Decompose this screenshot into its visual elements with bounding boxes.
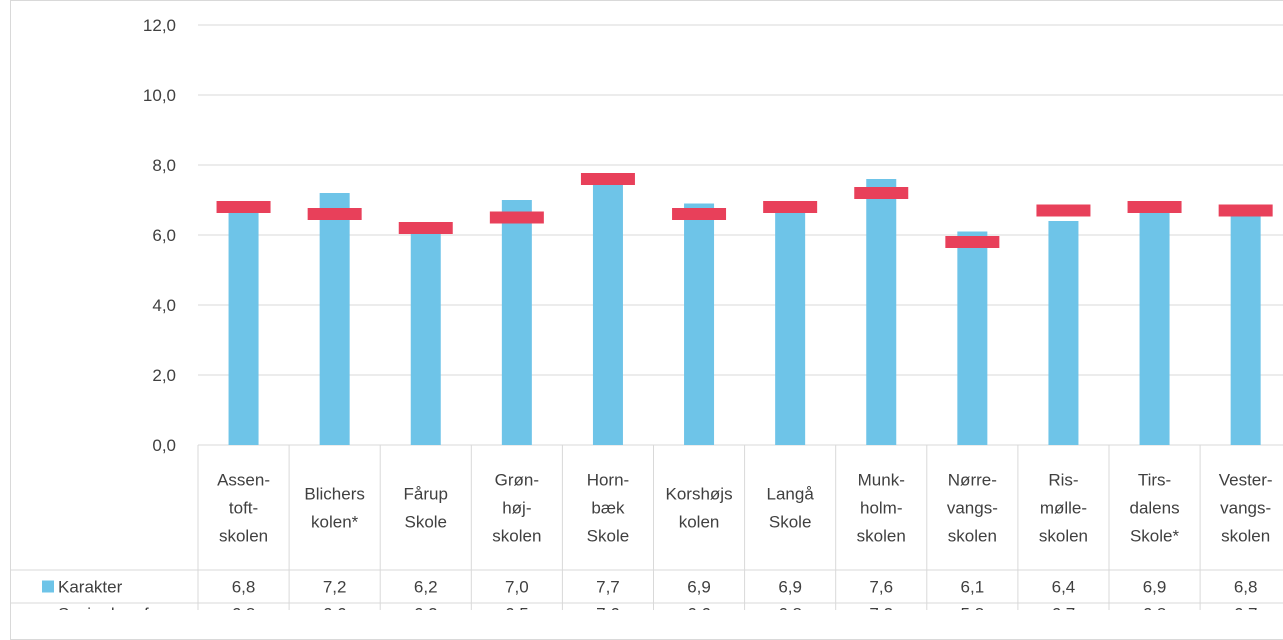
x-tick-label: bæk (591, 499, 625, 518)
legend-label: Karakter (58, 578, 123, 597)
data-label: 6,5 (505, 605, 529, 611)
data-label: 7,6 (869, 578, 893, 597)
data-label: 6,7 (1052, 605, 1076, 611)
reference-marker (672, 208, 727, 220)
x-tick-label: Skole (404, 513, 447, 532)
data-label: 7,6 (596, 605, 620, 611)
data-label: 7,7 (596, 578, 620, 597)
y-tick-label: 2,0 (152, 366, 176, 385)
y-tick-label: 6,0 (152, 226, 176, 245)
reference-marker (580, 173, 635, 185)
bar (319, 193, 350, 445)
x-tick-label: kolen (679, 513, 720, 532)
reference-marker (1036, 204, 1091, 217)
x-tick-label: skolen (1221, 527, 1270, 546)
bar (1048, 221, 1079, 445)
y-tick-label: 10,0 (143, 86, 176, 105)
y-tick-label: 8,0 (152, 156, 176, 175)
x-tick-label: Nørre- (948, 471, 997, 490)
x-tick-label: Skole (769, 513, 812, 532)
reference-marker (216, 201, 271, 213)
data-label: 6,9 (1143, 578, 1167, 597)
data-label: 7,2 (323, 578, 347, 597)
x-tick-label: kolen* (311, 513, 359, 532)
x-tick-label: skolen (492, 527, 541, 546)
legend-label: Socioøk. ref. (58, 605, 153, 611)
bar (501, 200, 532, 445)
chart: 0,0 2,0 4,0 6,0 8,0 10,0 12,0 Assen-toft-skolen… (10, 16, 1283, 611)
x-tick-label: høj- (502, 499, 531, 518)
data-label: 6,8 (1143, 605, 1167, 611)
reference-marker (489, 211, 544, 224)
x-tick-label: dalens (1129, 499, 1179, 518)
x-tick-label: mølle- (1040, 499, 1087, 518)
x-tick-label: vangs- (1220, 499, 1271, 518)
data-label: 7,0 (505, 578, 529, 597)
x-tick-label: Munk- (858, 471, 905, 490)
x-tick-label: Fårup (404, 485, 448, 504)
reference-marker (398, 222, 453, 234)
data-label: 6,6 (687, 605, 711, 611)
data-label: 6,8 (1234, 578, 1258, 597)
x-tick-label: skolen (857, 527, 906, 546)
data-label: 7,2 (869, 605, 893, 611)
y-tick-label: 12,0 (143, 16, 176, 35)
bar (410, 228, 441, 445)
y-tick-label: 0,0 (152, 436, 176, 455)
bar (957, 231, 988, 445)
bar (592, 175, 623, 445)
x-tick-label: Skole (587, 527, 630, 546)
reference-marker (307, 208, 362, 220)
data-label: 6,9 (687, 578, 711, 597)
legend-key-bar (42, 580, 54, 593)
data-label: 6,8 (778, 605, 802, 611)
x-tick-label: holm- (860, 499, 903, 518)
x-tick-label: vangs- (947, 499, 998, 518)
x-tick-label: skolen (219, 527, 268, 546)
x-tick-label: toft- (229, 499, 258, 518)
data-label: 6,9 (778, 578, 802, 597)
data-label: 6,7 (1234, 605, 1258, 611)
bar (775, 203, 806, 445)
reference-marker (1127, 201, 1182, 213)
x-tick-label: Langå (767, 485, 815, 504)
x-tick-label: skolen (948, 527, 997, 546)
x-tick-label: Skole* (1130, 527, 1180, 546)
y-tick-label: 4,0 (152, 296, 176, 315)
bar (228, 207, 259, 445)
x-tick-label: Blichers (304, 485, 364, 504)
reference-marker (763, 201, 818, 213)
data-label: 6,1 (961, 578, 985, 597)
data-label: 5,8 (961, 605, 985, 611)
x-tick-label: Grøn- (495, 471, 539, 490)
reference-marker (854, 187, 909, 199)
data-label: 6,8 (232, 605, 256, 611)
x-tick-label: Tirs- (1138, 471, 1171, 490)
x-tick-label: Korshøjs (666, 485, 733, 504)
x-tick-label: Ris- (1048, 471, 1078, 490)
bar (866, 179, 897, 445)
x-tick-label: skolen (1039, 527, 1088, 546)
data-label: 6,2 (414, 605, 438, 611)
bar (1230, 207, 1261, 445)
x-tick-label: Assen- (217, 471, 270, 490)
data-label: 6,8 (232, 578, 256, 597)
x-tick-label: Vester- (1219, 471, 1273, 490)
bar (1139, 203, 1170, 445)
x-tick-label: Horn- (587, 471, 630, 490)
data-label: 6,4 (1052, 578, 1076, 597)
reference-marker (1218, 204, 1273, 217)
data-label: 6,2 (414, 578, 438, 597)
bar (684, 203, 715, 445)
reference-marker (945, 236, 1000, 248)
data-label: 6,6 (323, 605, 347, 611)
